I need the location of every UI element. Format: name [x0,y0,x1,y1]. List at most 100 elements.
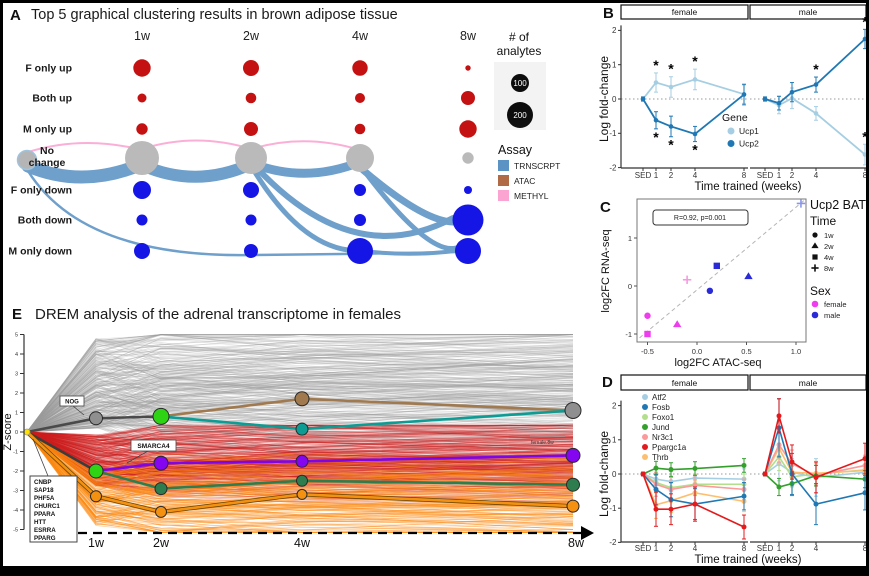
facet-label: male [799,378,818,388]
data-point [668,84,674,90]
bg-line [26,431,574,485]
shape-legend-label: 8w [824,264,834,273]
point-circle [812,232,818,238]
bg-line [26,431,574,456]
bg-line [26,340,574,433]
bg-line [26,431,574,516]
legend-label: Ucp2 [739,139,759,149]
series-ucp1-female [640,68,747,105]
bg-line [26,424,574,450]
bubble-8w [465,65,471,71]
legend-label: Jund [652,423,669,432]
x-tick-label: 2 [790,544,795,553]
point-square [812,254,818,260]
x-tick-label: 4 [693,171,698,180]
bg-line [26,334,573,433]
bg-line [26,340,574,433]
y-tick-label: 3 [15,372,18,378]
bg-line [26,424,574,437]
bg-line [26,358,574,433]
bg-line [26,420,574,437]
row-label: Both down [18,215,72,227]
bg-line [26,431,574,483]
bg-line [26,396,574,433]
bg-line [26,431,574,482]
bg-line [26,394,574,433]
bg-line [26,431,574,477]
x-tick-label: 1w [88,536,105,550]
data-point [741,462,747,468]
row-label: M only down [8,246,72,258]
bg-line [26,354,574,433]
x-tick-label: 4 [693,544,698,553]
panel-c-letter: C [600,199,611,216]
bg-line [26,359,574,433]
bg-line [26,360,574,433]
bg-line [26,424,574,442]
data-point [813,111,819,116]
bg-line [26,360,574,433]
flow-band-trnscrpt [246,157,365,178]
x-tick-label: 2 [669,544,674,553]
bg-line [26,424,574,445]
bg-line [26,334,574,433]
x-tick-label: 8 [742,544,747,553]
significance-star: * [862,128,868,144]
cluster-node [155,505,167,518]
bg-line [26,431,574,478]
highlight-green-path [94,469,575,490]
data-point [776,413,782,419]
color-legend-label: male [824,311,840,320]
bg-line [26,358,574,433]
bg-line [26,356,574,433]
legend-swatch [642,454,648,460]
bg-line [26,421,574,442]
bg-line [26,414,574,438]
bg-line [26,431,574,454]
bg-line [26,373,574,433]
data-point [741,493,747,499]
bg-line [26,426,574,443]
bg-line [26,336,574,433]
bg-line [26,431,574,476]
bubble-8w [462,152,474,164]
legend-label: Ppargc1a [652,443,687,452]
bg-line [26,431,574,482]
bg-line [26,431,574,492]
bubble-4w [346,144,374,172]
bg-line [26,431,574,483]
bg-line [26,337,574,433]
bg-line [26,374,574,433]
bg-line [26,431,574,497]
bg-line [26,424,573,437]
legend-swatch [642,434,648,440]
legend-label: Fosb [652,403,670,412]
bg-line [26,385,574,433]
bg-line [26,334,574,433]
bg-line [26,424,574,439]
bubble-1w [134,243,150,259]
cluster-node [295,454,309,468]
highlight-teal-branch [159,409,575,431]
path-segment [159,479,304,490]
nog-box [59,395,85,407]
bg-line [26,357,574,433]
panel-e-title: DREM analysis of the adrenal transcripto… [35,306,401,323]
data-point [692,77,698,82]
nog-label: NOG [65,400,79,406]
y-tick-label: -4 [13,508,18,514]
facet-strip [620,374,749,391]
path-segment [300,409,575,431]
bg-line [26,344,574,433]
bg-line [26,349,574,433]
path-segment [94,495,163,514]
data-point [862,152,866,157]
bg-line [26,383,574,433]
bg-line [26,339,574,433]
bg-line [26,431,574,498]
size-legend-bubble [507,102,533,128]
bubble-8w [459,120,477,138]
significance-star: * [692,142,698,158]
bg-line [26,431,574,463]
